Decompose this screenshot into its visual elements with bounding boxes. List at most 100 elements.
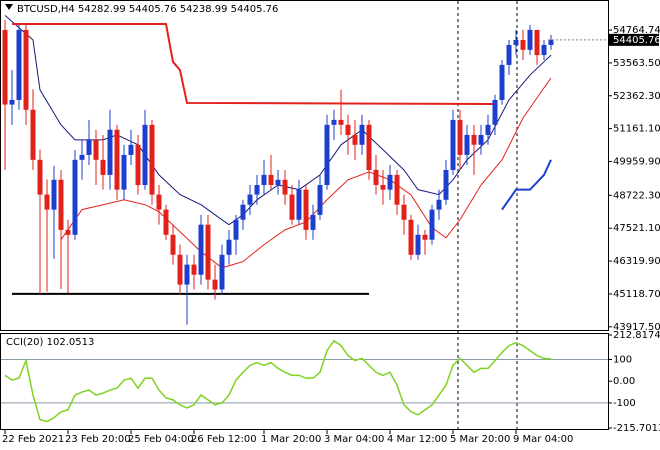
candle-body (170, 234, 176, 255)
y-tick-label: -100 (613, 398, 636, 409)
y-tick-label: 0.00 (613, 376, 635, 387)
candle-body (254, 185, 260, 195)
symbol-icon (5, 4, 13, 10)
candle-body (541, 44, 547, 56)
candle-body (58, 179, 64, 230)
candle-body (310, 214, 316, 230)
candle-body (359, 124, 365, 145)
candle-body (247, 194, 253, 205)
candle-body (79, 154, 85, 160)
candle-body (429, 209, 435, 240)
indicator-line (501, 159, 552, 211)
indicator-title: CCI(20) 102.0513 (6, 337, 94, 348)
candle-body (303, 189, 309, 230)
candle-body (135, 144, 141, 186)
x-tick-label: 5 Mar 20:00 (450, 434, 510, 445)
candle-body (212, 279, 218, 290)
candle-body (268, 174, 274, 186)
candle-body (219, 254, 225, 290)
candle-body (380, 185, 386, 190)
candle-body (506, 44, 512, 65)
candle-body (513, 40, 519, 45)
indicator-line (60, 77, 552, 269)
candle-body (387, 174, 393, 190)
candle-body (527, 29, 533, 50)
candle-body (44, 194, 50, 210)
indicator-line (12, 23, 496, 106)
candle-body (436, 199, 442, 210)
chart-title: BTCUSD,H4 54282.99 54405.76 54238.99 544… (17, 4, 278, 15)
candle-body (9, 99, 15, 105)
candle-body (128, 144, 134, 155)
y-tick-label: 43917.50 (613, 322, 660, 333)
candle-body (345, 124, 351, 135)
candle-body (520, 40, 526, 50)
candle-body (401, 204, 407, 220)
candle-body (240, 204, 246, 220)
candle-body (86, 139, 92, 155)
y-tick-label: 49959.90 (613, 156, 660, 167)
candle-body (366, 124, 372, 170)
candle-body (107, 129, 113, 175)
x-tick-label: 25 Feb 04:00 (128, 434, 194, 445)
candle-body (163, 209, 169, 235)
y-tick-label: 47521.10 (613, 223, 660, 234)
candle-body (37, 159, 43, 195)
candle-body (121, 154, 127, 190)
cci-line (4, 339, 552, 423)
y-tick-label: -215.7013 (613, 423, 660, 434)
candle-body (198, 224, 204, 275)
candle-body (492, 99, 498, 125)
candle-body (93, 139, 99, 160)
candle-body (324, 124, 330, 186)
candle-body (149, 124, 155, 195)
candle-body (373, 169, 379, 186)
candle-body (408, 219, 414, 255)
candle-body (275, 179, 281, 186)
candle-body (16, 29, 22, 100)
candle-body (30, 109, 36, 160)
y-tick-label: 51161.10 (613, 124, 660, 135)
y-tick-label: 46319.90 (613, 256, 660, 267)
x-tick-label: 23 Feb 20:00 (65, 434, 131, 445)
y-tick-label: 212.8174 (613, 330, 660, 341)
candle-body (338, 119, 344, 125)
candle-body (65, 229, 71, 235)
candle-body (471, 134, 477, 145)
candle-body (443, 169, 449, 200)
candle-body (457, 119, 463, 155)
candle-body (485, 124, 491, 135)
candle-body (226, 239, 232, 255)
candle-body (422, 234, 428, 240)
candle-body (296, 189, 302, 220)
candle-body (394, 174, 400, 205)
candle-body (548, 39, 554, 45)
y-tick-label: 48722.30 (613, 190, 660, 201)
y-tick-label: 45118.70 (613, 289, 660, 300)
candle-body (191, 264, 197, 275)
x-tick-label: 26 Feb 12:00 (191, 434, 257, 445)
candle-body (2, 29, 8, 105)
candle-body (450, 119, 456, 170)
candle-body (478, 134, 484, 145)
candle-body (72, 159, 78, 235)
last-price-box (609, 33, 659, 46)
x-tick-label: 9 Mar 04:00 (513, 434, 573, 445)
candle-body (205, 224, 211, 280)
candle-body (114, 129, 120, 190)
candle-body (534, 29, 540, 56)
candle-body (499, 64, 505, 100)
candle-body (352, 134, 358, 145)
candle-body (23, 29, 29, 110)
candle-body (142, 124, 148, 186)
x-tick-label: 1 Mar 20:00 (261, 434, 321, 445)
candle-body (177, 254, 183, 285)
candle-body (184, 264, 190, 285)
y-tick-label: 54764.74 (613, 25, 660, 36)
last-price-label: 54405.76 (613, 35, 660, 46)
candle-body (100, 159, 106, 175)
y-tick-label: 52362.30 (613, 91, 660, 102)
price-pane (0, 0, 609, 331)
